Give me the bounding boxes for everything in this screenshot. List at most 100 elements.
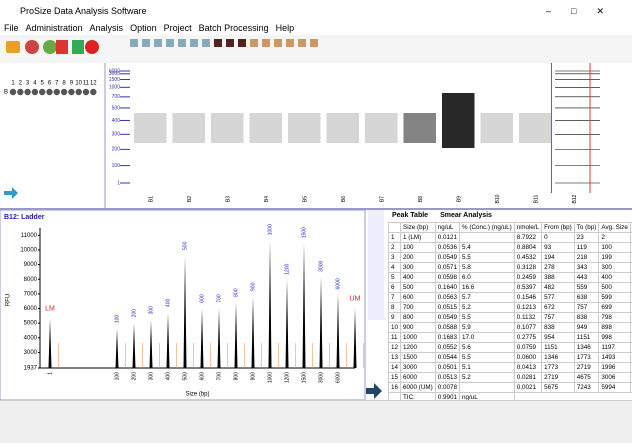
well-button[interactable] bbox=[24, 89, 30, 95]
gel-band bbox=[134, 113, 167, 143]
menu-item[interactable]: Help bbox=[276, 22, 295, 35]
table-cell: 0.2459 bbox=[514, 273, 541, 283]
table-cell: 0.1683 bbox=[435, 333, 459, 343]
lane-label[interactable]: B12 bbox=[572, 194, 578, 203]
lane-label[interactable]: B10 bbox=[495, 194, 501, 203]
table-cell: 7 bbox=[389, 293, 401, 303]
table-cell: 1500 bbox=[401, 353, 436, 363]
table-cell: 388 bbox=[542, 273, 575, 283]
x-tick-label: 500 bbox=[182, 372, 188, 381]
x-tick-label: 3000 bbox=[318, 372, 324, 383]
table-cell: 7243 bbox=[574, 383, 599, 393]
x-tick-label: 1000 bbox=[267, 372, 273, 383]
table-cell: 1773 bbox=[574, 353, 599, 363]
table-cell: 0.0563 bbox=[435, 293, 459, 303]
table-cell: 199 bbox=[599, 253, 631, 263]
well-button[interactable] bbox=[76, 89, 82, 95]
x-tick-label: 100 bbox=[114, 372, 120, 381]
y-tick-label: 11000 bbox=[21, 233, 38, 239]
menu-item[interactable]: Option bbox=[130, 22, 157, 35]
table-cell: 1200 bbox=[401, 343, 436, 353]
peak-label: 900 bbox=[250, 282, 256, 291]
plate-column-label: 9 bbox=[70, 81, 74, 87]
x-tick-label: 1 bbox=[47, 372, 53, 375]
well-button[interactable] bbox=[54, 89, 60, 95]
menu-item[interactable]: Administration bbox=[26, 22, 83, 35]
table-cell: 9 bbox=[389, 313, 401, 323]
tab[interactable]: Peak Table bbox=[392, 210, 428, 222]
table-cell: 93 bbox=[542, 243, 575, 253]
lane-label[interactable]: B5 bbox=[303, 196, 309, 202]
well-button[interactable] bbox=[61, 89, 67, 95]
lane-label[interactable]: B8 bbox=[418, 196, 424, 202]
well-button[interactable] bbox=[90, 89, 96, 95]
well-button[interactable] bbox=[10, 89, 16, 95]
peak-label: 200 bbox=[131, 309, 137, 318]
table-cell: 17.0 bbox=[460, 333, 515, 343]
lane-label[interactable]: B4 bbox=[264, 196, 270, 202]
lane-label[interactable]: B3 bbox=[226, 196, 232, 202]
table-cell: 0.0515 bbox=[435, 303, 459, 313]
peak-label: 600 bbox=[199, 294, 205, 303]
table-cell: 1 bbox=[389, 233, 401, 243]
well-button[interactable] bbox=[17, 89, 23, 95]
title-bar: ProSize Data Analysis Software –□✕ bbox=[0, 0, 632, 22]
peak-label: 1000 bbox=[267, 224, 273, 235]
lane-label[interactable]: B9 bbox=[457, 196, 463, 202]
table-cell: 0.0759 bbox=[514, 343, 541, 353]
lane-label[interactable]: B6 bbox=[341, 196, 347, 202]
table-cell: 1151 bbox=[574, 333, 599, 343]
table-cell: 5.5 bbox=[460, 353, 515, 363]
table-cell: 16 bbox=[389, 383, 401, 393]
well-button[interactable] bbox=[83, 89, 89, 95]
well-button[interactable] bbox=[39, 89, 45, 95]
well-button[interactable] bbox=[32, 89, 38, 95]
lane-label[interactable]: B7 bbox=[380, 196, 386, 202]
menu-item[interactable]: Batch Processing bbox=[199, 22, 269, 35]
window-controls[interactable]: –□✕ bbox=[546, 0, 624, 22]
header-cell: To (bp) bbox=[574, 223, 599, 233]
table-cell: 0.0413 bbox=[514, 363, 541, 373]
table-cell: 600 bbox=[401, 293, 436, 303]
peak-label: 6000 bbox=[335, 278, 341, 289]
peak-label: 1500 bbox=[301, 227, 307, 238]
table-cell: 0.0588 bbox=[435, 323, 459, 333]
well-button[interactable] bbox=[68, 89, 74, 95]
peak-label: 400 bbox=[165, 299, 171, 308]
table-cell: 5.1 bbox=[460, 363, 515, 373]
table-cell: 2719 bbox=[574, 363, 599, 373]
table-cell: 100 bbox=[599, 243, 631, 253]
table-cell: 0.0021 bbox=[514, 383, 541, 393]
well-button[interactable] bbox=[46, 89, 52, 95]
table-cell: 1346 bbox=[574, 343, 599, 353]
x-tick-label: 400 bbox=[165, 372, 171, 381]
table-cell: 1000 bbox=[401, 333, 436, 343]
tab[interactable]: Smear Analysis bbox=[440, 210, 492, 222]
plate-column-label: 11 bbox=[83, 81, 90, 87]
lane-label[interactable]: B2 bbox=[187, 196, 193, 202]
plate-column-label: 10 bbox=[75, 81, 82, 87]
menu-item[interactable]: File bbox=[4, 22, 19, 35]
table-cell: 218 bbox=[574, 253, 599, 263]
lane-label[interactable]: B11 bbox=[534, 195, 540, 204]
gel-band bbox=[211, 113, 244, 143]
menu-item[interactable]: Project bbox=[164, 22, 192, 35]
lane-label[interactable]: B1 bbox=[149, 196, 155, 202]
menu-item[interactable]: Analysis bbox=[90, 22, 124, 35]
